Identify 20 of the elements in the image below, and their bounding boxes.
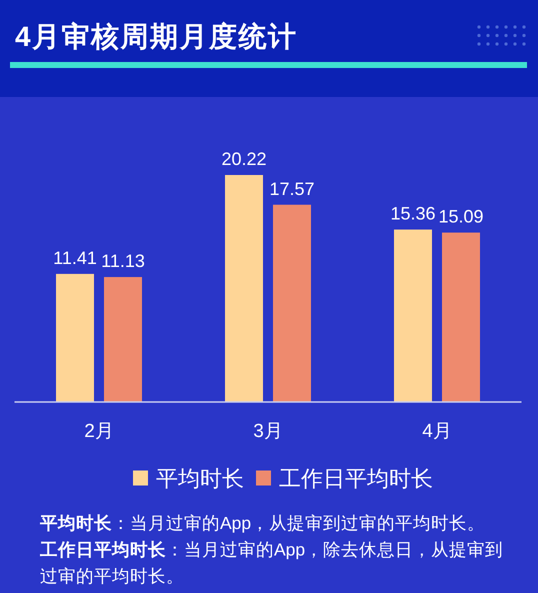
bar: [394, 230, 432, 402]
legend-label: 工作日平均时长: [279, 466, 433, 491]
bar: [104, 277, 142, 402]
bar: [442, 232, 480, 402]
data-label: 17.57: [269, 178, 315, 199]
data-label: 15.09: [438, 206, 484, 227]
chart-title: 4月审核周期月度统计: [15, 21, 298, 52]
x-tick-label: 4月: [422, 421, 452, 442]
bar: [56, 274, 94, 402]
bar: [273, 204, 311, 402]
bar: [225, 175, 263, 402]
data-label: 11.41: [53, 248, 97, 268]
legend-label: 平均时长: [156, 466, 244, 491]
x-tick-label: 3月: [253, 421, 283, 442]
text: 平均时长：当月过审的App，从提审到过审的平均时长。: [39, 513, 486, 533]
data-label: 20.22: [221, 149, 267, 169]
data-label: 11.13: [101, 251, 145, 272]
text: 工作日平均时长：当月过审的App，除去休息日，从提审到过审的平均时长。: [39, 540, 504, 586]
data-label: 15.36: [390, 204, 436, 224]
x-tick-label: 2月: [84, 421, 114, 442]
